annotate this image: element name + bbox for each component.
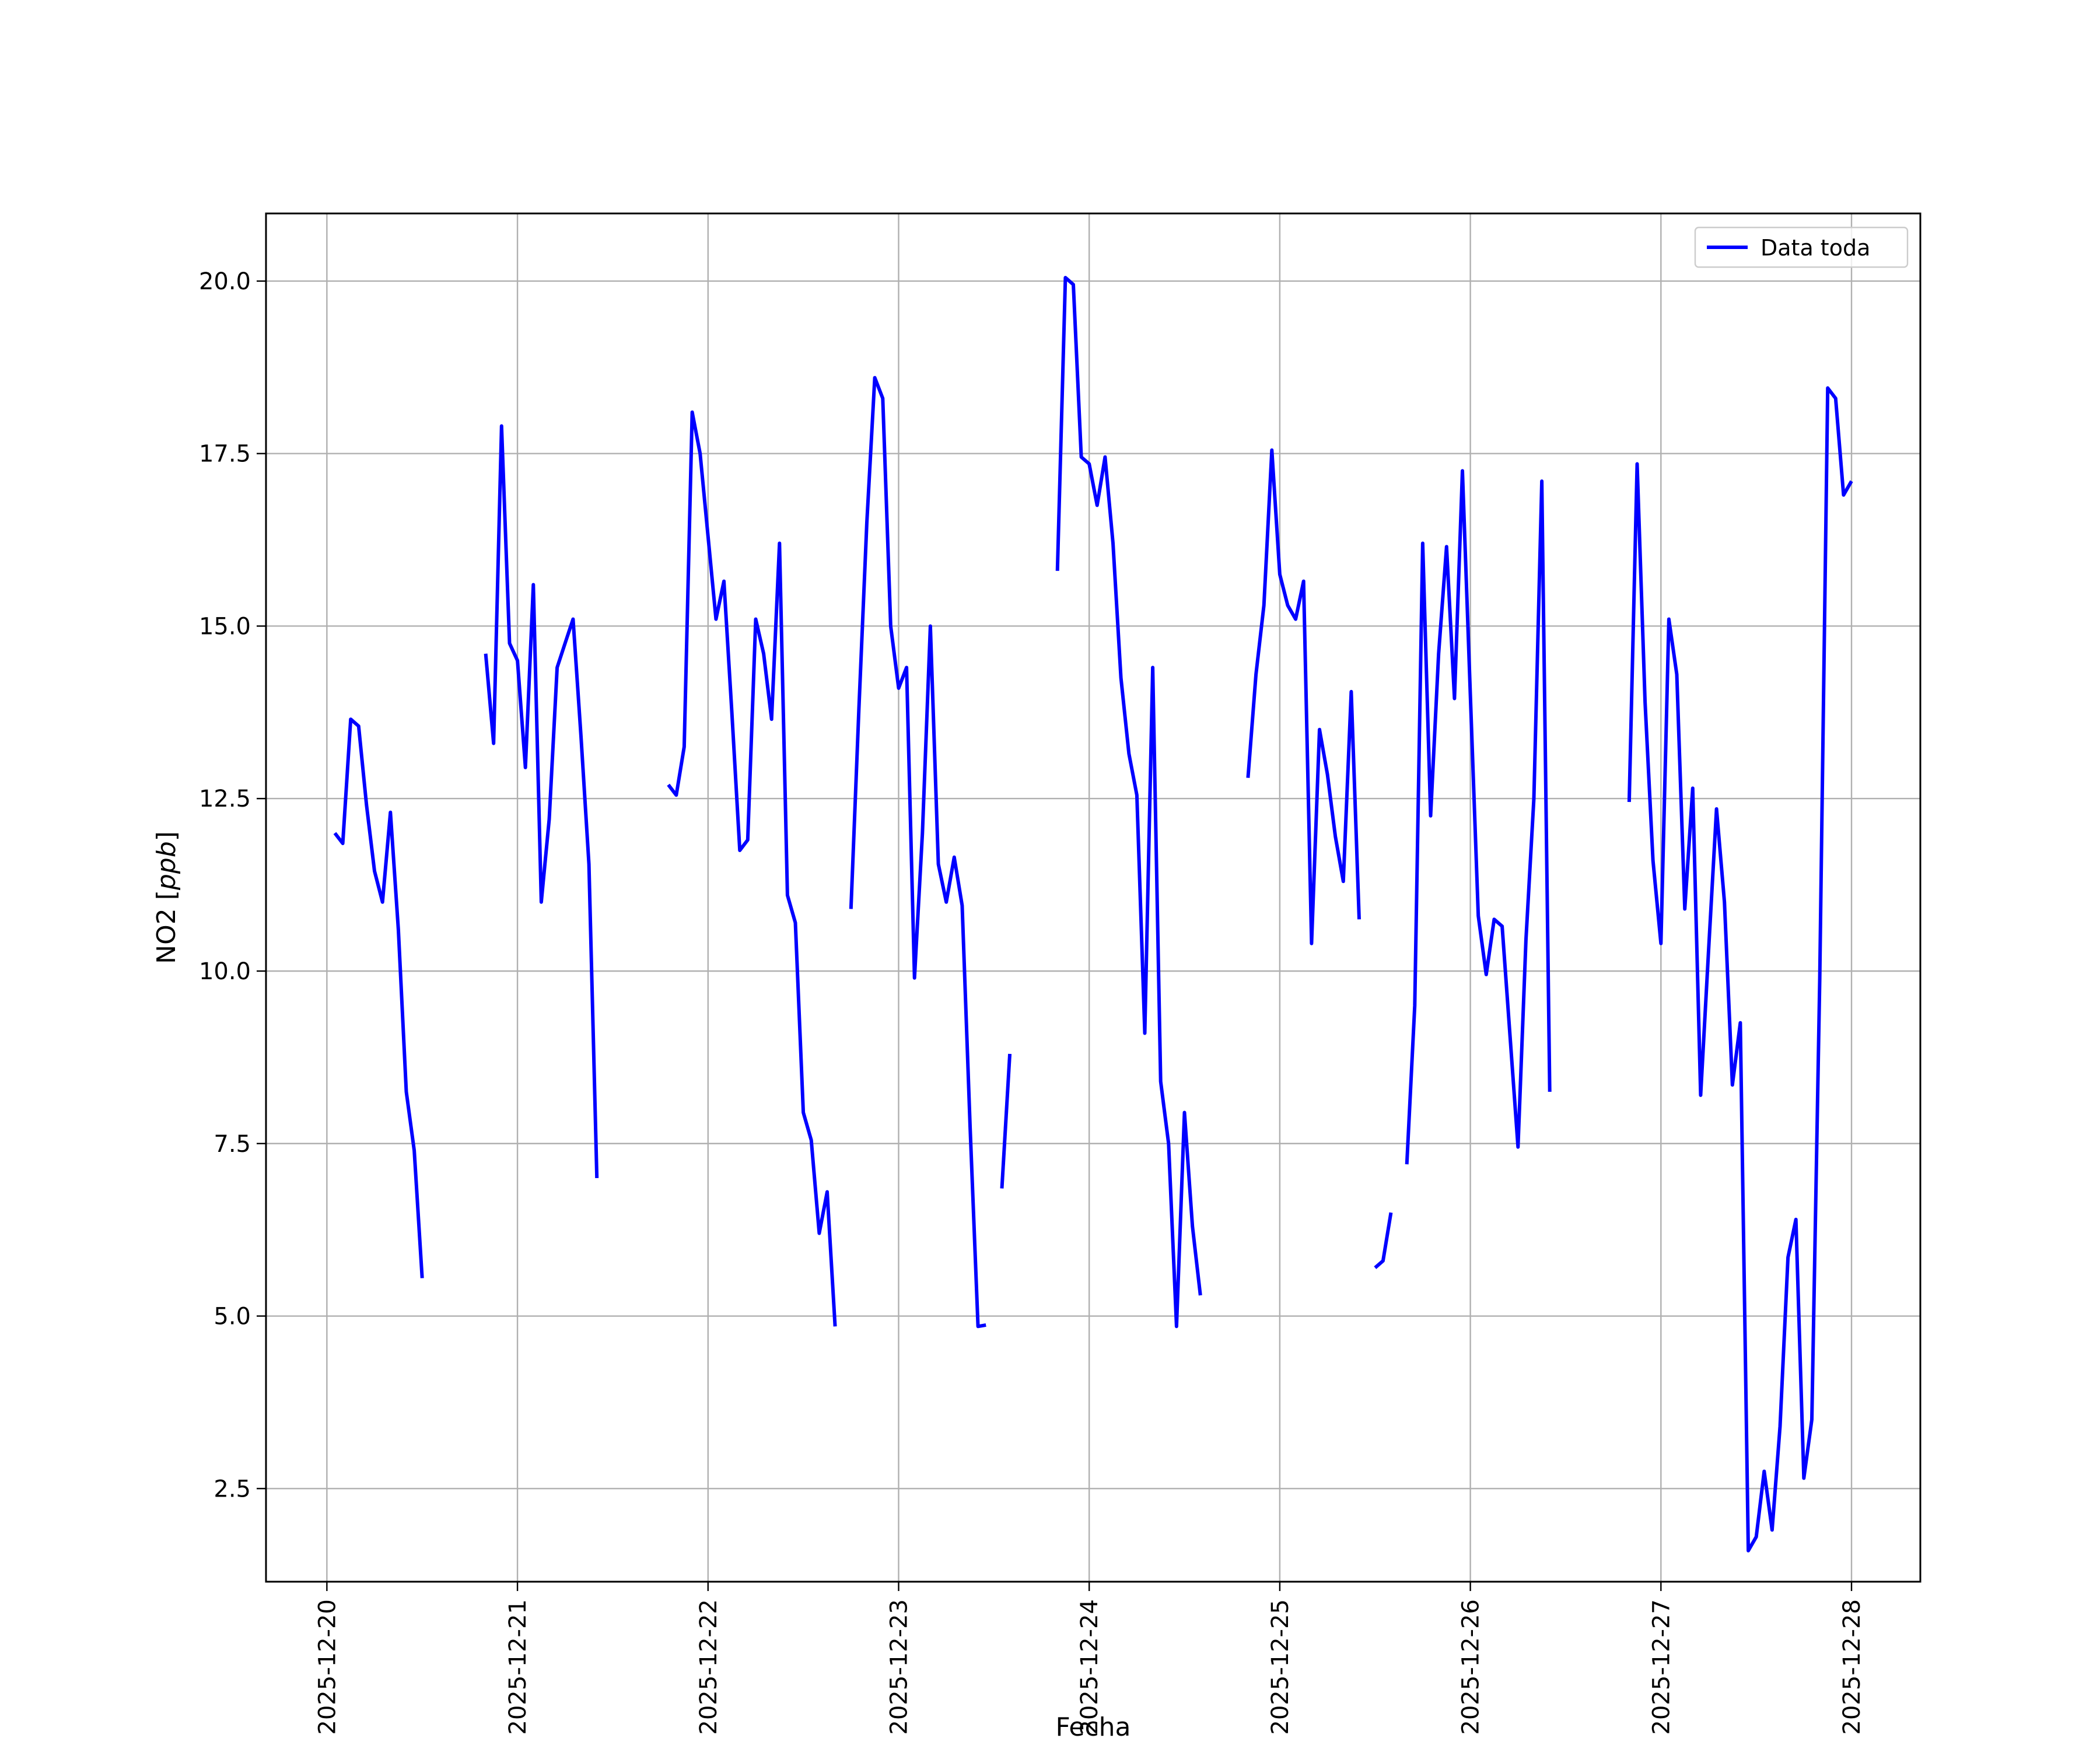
y-tick-label: 2.5 [214, 1476, 251, 1502]
series-data-toda [333, 276, 1853, 1553]
x-tick-label: 2025-12-23 [886, 1599, 912, 1735]
y-tick-label: 7.5 [214, 1131, 251, 1158]
y-axis-label: NO2 [ppb] [152, 831, 181, 964]
series-line-segment [1627, 386, 1853, 1553]
legend-label: Data toda [1760, 235, 1870, 261]
y-axis-label-main: NO2 [ [152, 890, 181, 964]
series-line-segment [1055, 276, 1202, 1329]
axis-ticks: 2025-12-20 2025-12-21 2025-12-22 2025-12-23… [199, 268, 1866, 1735]
y-tick-label: 17.5 [199, 441, 251, 468]
legend-box [1694, 226, 1909, 268]
y-axis-label-close: ] [152, 831, 181, 841]
y-axis-label-unit: ppb [152, 841, 181, 891]
grid [266, 213, 1920, 1582]
y-tick-label: 5.0 [214, 1304, 251, 1330]
legend: Data toda [1694, 226, 1909, 268]
series-line-segment [667, 410, 837, 1327]
axes-frame [265, 212, 1922, 1583]
series-line-segment [849, 376, 986, 1329]
y-tick-label: 20.0 [199, 268, 251, 295]
series-line-segment [333, 717, 424, 1278]
series-line-segment [1000, 1053, 1012, 1189]
x-tick-label: 2025-12-28 [1839, 1599, 1866, 1735]
x-tick-label: 2025-12-20 [314, 1599, 341, 1735]
series-line-segment [1405, 469, 1552, 1165]
x-tick-label: 2025-12-25 [1267, 1599, 1294, 1735]
y-tick-label: 12.5 [199, 786, 251, 812]
x-axis-label: Fecha [1055, 1712, 1130, 1742]
x-tick-label: 2025-12-27 [1648, 1599, 1675, 1735]
x-tick-label: 2025-12-22 [695, 1599, 722, 1735]
series-line-segment [484, 424, 599, 1178]
series-line-segment [1246, 448, 1361, 945]
x-tick-label: 2025-12-26 [1458, 1599, 1485, 1735]
y-tick-label: 15.0 [199, 613, 251, 640]
series-line-segment [1374, 1212, 1393, 1269]
x-tick-label: 2025-12-21 [505, 1599, 531, 1735]
plot-area [333, 276, 1853, 1553]
x-tick-label: 2025-12-24 [1076, 1599, 1103, 1735]
y-tick-label: 10.0 [199, 958, 251, 985]
